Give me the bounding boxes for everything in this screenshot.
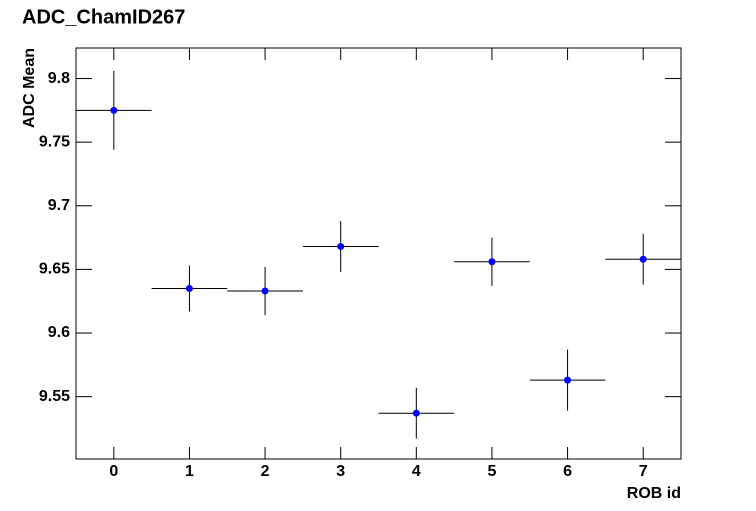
plot-frame — [75, 47, 682, 460]
x-tick-label: 5 — [487, 463, 496, 480]
y-tick-label: 9.65 — [39, 261, 70, 278]
y-tick-label: 9.7 — [48, 197, 70, 214]
y-tick-label: 9.55 — [39, 388, 70, 405]
data-point — [110, 106, 118, 114]
data-point — [564, 376, 572, 384]
x-tick-label: 0 — [109, 463, 118, 480]
data-point — [639, 255, 647, 263]
x-tick-label: 1 — [185, 463, 194, 480]
data-point — [337, 243, 345, 251]
x-tick-label: 4 — [412, 463, 421, 480]
chart-title: ADC_ChamID267 — [22, 6, 185, 28]
y-tick-label: 9.6 — [48, 324, 70, 341]
y-tick-label: 9.8 — [48, 70, 70, 87]
data-point — [261, 287, 269, 295]
data-point — [488, 258, 496, 266]
y-tick-label: 9.75 — [39, 133, 70, 150]
x-tick-label: 3 — [336, 463, 345, 480]
x-tick-label: 6 — [563, 463, 572, 480]
x-tick-label: 2 — [261, 463, 270, 480]
x-axis-label: ROB id — [627, 485, 681, 502]
data-point — [185, 284, 193, 292]
y-axis-label: ADC Mean — [21, 48, 38, 128]
x-tick-label: 7 — [639, 463, 648, 480]
data-point — [412, 409, 420, 417]
